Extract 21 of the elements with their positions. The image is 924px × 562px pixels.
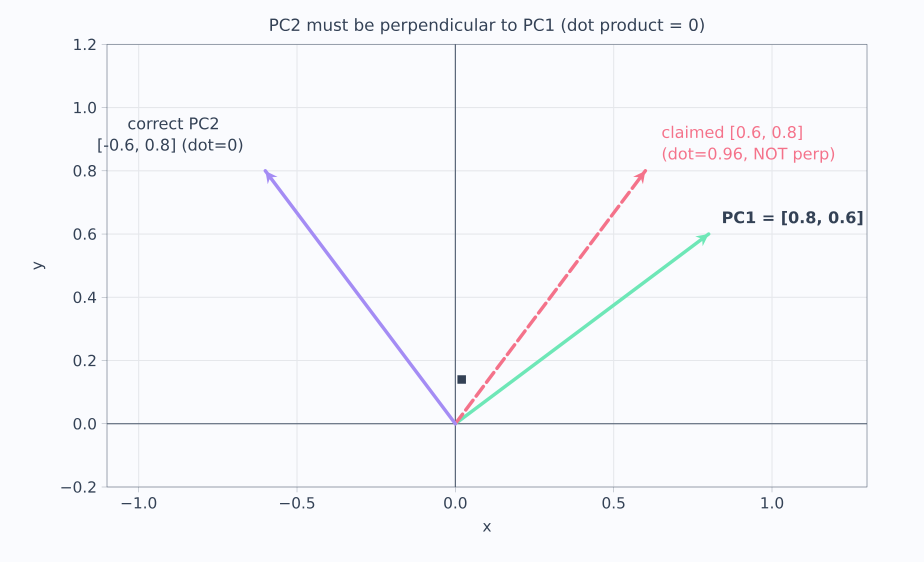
y-tick-label: 1.2: [74, 38, 96, 50]
y-tick-label: 0.2: [74, 354, 96, 366]
annotation: correct PC2: [128, 117, 218, 130]
annotation: PC1 = [0.8, 0.6]: [723, 211, 862, 226]
x-tick-label: 1.0: [762, 497, 784, 509]
annotation: claimed [0.6, 0.8]: [662, 126, 802, 140]
x-tick-label: −0.5: [280, 497, 314, 509]
chart-title: PC2 must be perpendicular to PC1 (dot product = 0): [270, 18, 704, 34]
y-tick-label: 0.4: [74, 291, 96, 304]
annotation: [-0.6, 0.8] (dot=0): [98, 138, 242, 153]
y-tick-label: −0.2: [61, 481, 96, 493]
y-tick-label: 0.8: [74, 165, 96, 177]
x-tick-label: −1.0: [122, 497, 156, 509]
annotation: (dot=0.96, NOT perp): [662, 147, 834, 163]
x-axis-title: x: [482, 523, 492, 532]
y-tick-label: 1.0: [74, 102, 96, 114]
y-tick-label: 0.6: [74, 228, 96, 240]
x-tick-label: 0.0: [444, 497, 467, 509]
x-tick-label: 0.5: [602, 497, 625, 509]
y-tick-label: 0.0: [74, 418, 96, 430]
y-axis-title: y: [34, 262, 46, 270]
